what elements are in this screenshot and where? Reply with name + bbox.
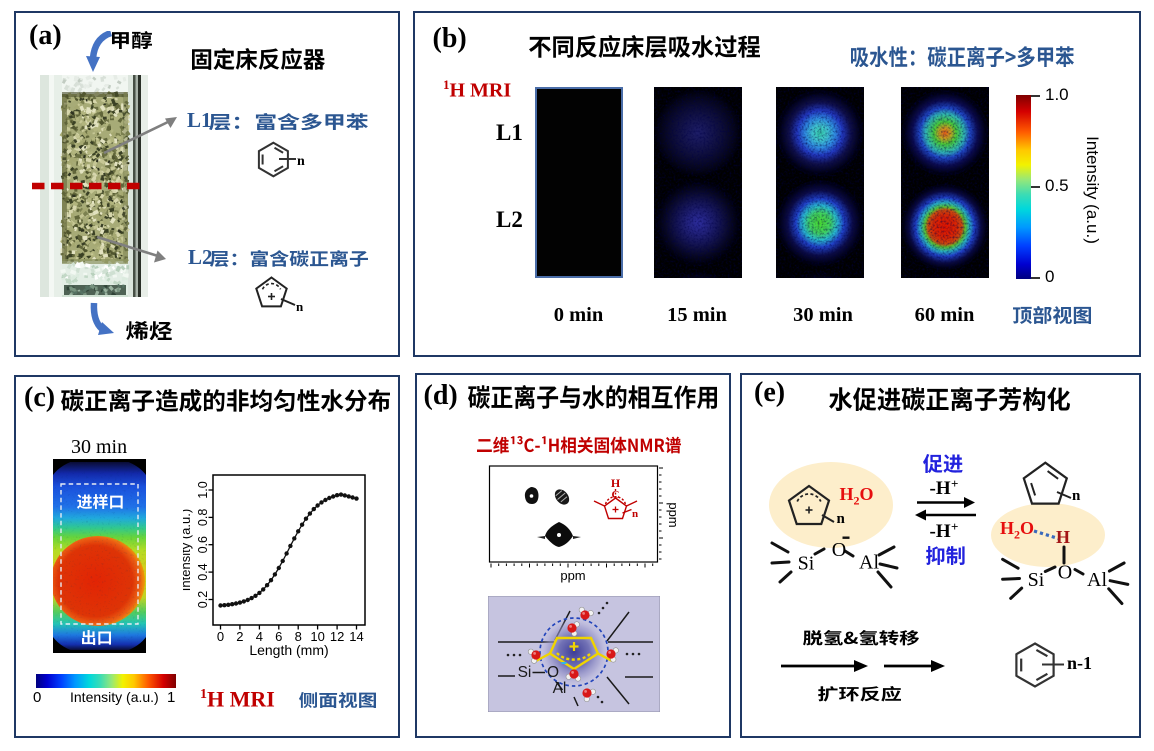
svg-text:Si: Si xyxy=(1028,569,1045,591)
svg-text:0.4: 0.4 xyxy=(196,563,210,580)
svg-text:2: 2 xyxy=(236,629,243,644)
svg-text:ppm: ppm xyxy=(560,568,585,583)
svg-text:8: 8 xyxy=(295,629,302,644)
svg-text:C: C xyxy=(612,489,620,501)
svg-text:0.8: 0.8 xyxy=(196,509,210,526)
svg-text:O: O xyxy=(547,664,559,681)
svg-text:n: n xyxy=(296,299,304,314)
svg-text:Intensity (a.u.): Intensity (a.u.) xyxy=(183,509,193,591)
svg-text:Intensity (a.u.): Intensity (a.u.) xyxy=(1083,136,1102,244)
svg-text:0.2: 0.2 xyxy=(196,591,210,608)
svg-text:6: 6 xyxy=(275,629,282,644)
svg-text:ppm: ppm xyxy=(666,502,681,527)
svg-text:O: O xyxy=(832,539,846,561)
svg-text:H: H xyxy=(611,476,621,490)
svg-text:O: O xyxy=(1058,562,1072,584)
svg-text:n: n xyxy=(632,508,638,520)
svg-text:Si: Si xyxy=(798,553,815,575)
svg-text:10: 10 xyxy=(310,629,324,644)
svg-text:Al: Al xyxy=(859,552,879,574)
svg-text:14: 14 xyxy=(349,629,363,644)
svg-text:n: n xyxy=(297,154,305,169)
svg-text:12: 12 xyxy=(330,629,344,644)
svg-text:4: 4 xyxy=(256,629,263,644)
svg-text:0.6: 0.6 xyxy=(196,536,210,553)
svg-text:Al: Al xyxy=(1087,569,1107,591)
svg-text:0: 0 xyxy=(217,629,224,644)
svg-text:Al: Al xyxy=(553,680,567,697)
svg-text:Length (mm): Length (mm) xyxy=(249,642,328,658)
svg-text:Si: Si xyxy=(518,664,532,681)
svg-text:1.0: 1.0 xyxy=(196,481,210,498)
